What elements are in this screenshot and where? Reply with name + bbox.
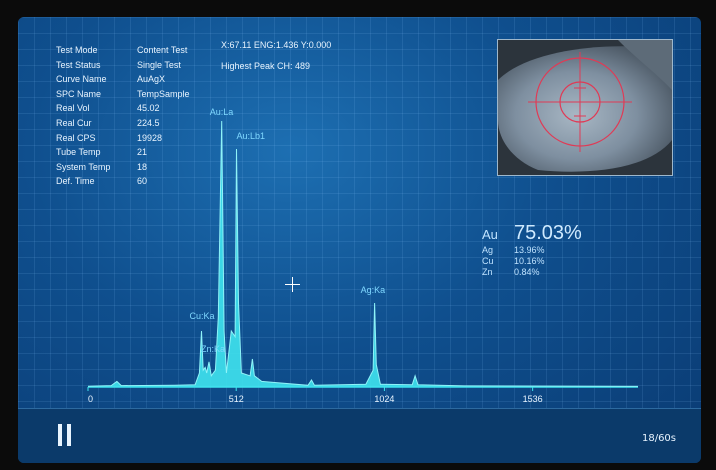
- info-value: 60: [137, 176, 148, 187]
- info-row: Real Vol 45.02: [56, 101, 190, 116]
- info-label: Real Vol: [56, 103, 90, 114]
- info-row: Test Mode Content Test: [56, 43, 190, 58]
- info-label: SPC Name: [56, 88, 102, 99]
- info-label: Tube Temp: [56, 147, 101, 158]
- element-symbol: Cu: [482, 256, 494, 266]
- info-label: Test Status: [56, 59, 101, 70]
- info-value: 19928: [137, 132, 163, 143]
- target-reticle-icon: [498, 40, 672, 175]
- result-panel: Au 75.03% Ag 13.96% Cu 10.16% Zn 0.84%: [482, 222, 582, 278]
- element-result-row: Ag 13.96%: [482, 245, 582, 256]
- highest-peak-readout: Highest Peak CH: 489: [221, 61, 311, 71]
- info-row: System Temp 18: [56, 160, 190, 175]
- info-row: Real Cur 224.5: [56, 116, 190, 131]
- x-tick-label: 0: [88, 394, 93, 404]
- info-row: Test Status Single Test: [56, 58, 190, 73]
- info-row: Curve Name AuAgX: [56, 72, 190, 87]
- main-element-result: Au 75.03%: [482, 222, 582, 245]
- element-symbol: Ag: [482, 245, 494, 255]
- test-timer: 18/60s: [641, 433, 676, 444]
- camera-preview[interactable]: [497, 39, 673, 176]
- info-row: Real CPS 19928: [56, 131, 190, 146]
- info-row: SPC Name TempSample: [56, 87, 190, 102]
- element-result-row: Cu 10.16%: [482, 256, 582, 267]
- status-bar: 18/60s: [18, 408, 701, 463]
- info-value: 45.02: [137, 103, 160, 114]
- peak-label: Cu:Ka: [189, 311, 214, 321]
- spectrum-area: [88, 121, 638, 387]
- peak-label: Zn:Ka: [201, 344, 225, 354]
- element-result-row: Zn 0.84%: [482, 267, 582, 278]
- info-label: Curve Name: [56, 74, 107, 85]
- x-tick-label: 512: [229, 394, 244, 404]
- element-percent: 10.16%: [514, 256, 545, 266]
- x-tick-label: 1024: [374, 394, 394, 404]
- info-value: 224.5: [137, 117, 160, 128]
- other-elements-list: Ag 13.96% Cu 10.16% Zn 0.84%: [482, 245, 582, 278]
- info-label: Def. Time: [56, 176, 95, 187]
- info-label: Real Cur: [56, 117, 92, 128]
- main-element-symbol: Au: [482, 227, 498, 242]
- info-label: System Temp: [56, 161, 111, 172]
- spectrum-chart: 0 512 1024 1536 Au:La Au:Lb1 Cu:Ka Zn:Ka Ag:Ka: [87, 107, 639, 404]
- info-row: Tube Temp 21: [56, 145, 190, 160]
- info-value: Content Test: [137, 45, 188, 55]
- cursor-readout: X:67.11 ENG:1.436 Y:0.000: [221, 40, 332, 50]
- peak-label: Au:Lb1: [237, 131, 266, 141]
- info-label: Real CPS: [56, 132, 96, 143]
- element-percent: 13.96%: [514, 245, 545, 255]
- info-value: Single Test: [137, 59, 181, 70]
- main-element-percent: 75.03%: [514, 222, 582, 244]
- info-value: TempSample: [137, 88, 190, 99]
- info-value: 21: [137, 147, 148, 158]
- info-value: AuAgX: [137, 74, 166, 85]
- peak-label: Ag:Ka: [361, 285, 386, 295]
- info-row: Def. Time 60: [56, 174, 190, 189]
- x-tick-label: 1536: [523, 394, 543, 404]
- peak-label: Au:La: [210, 107, 234, 117]
- crosshair-icon[interactable]: [285, 277, 300, 292]
- test-info-panel: Test Mode Content Test Test Status Single T…: [56, 43, 190, 189]
- spectrum-line: [87, 120, 639, 387]
- element-percent: 0.84%: [514, 267, 540, 277]
- info-label: Test Mode: [56, 45, 98, 55]
- pause-icon[interactable]: [58, 424, 71, 446]
- element-symbol: Zn: [482, 267, 493, 277]
- info-value: 18: [137, 161, 148, 172]
- analyzer-screen: Test Mode Content Test Test Status Single T…: [18, 17, 701, 463]
